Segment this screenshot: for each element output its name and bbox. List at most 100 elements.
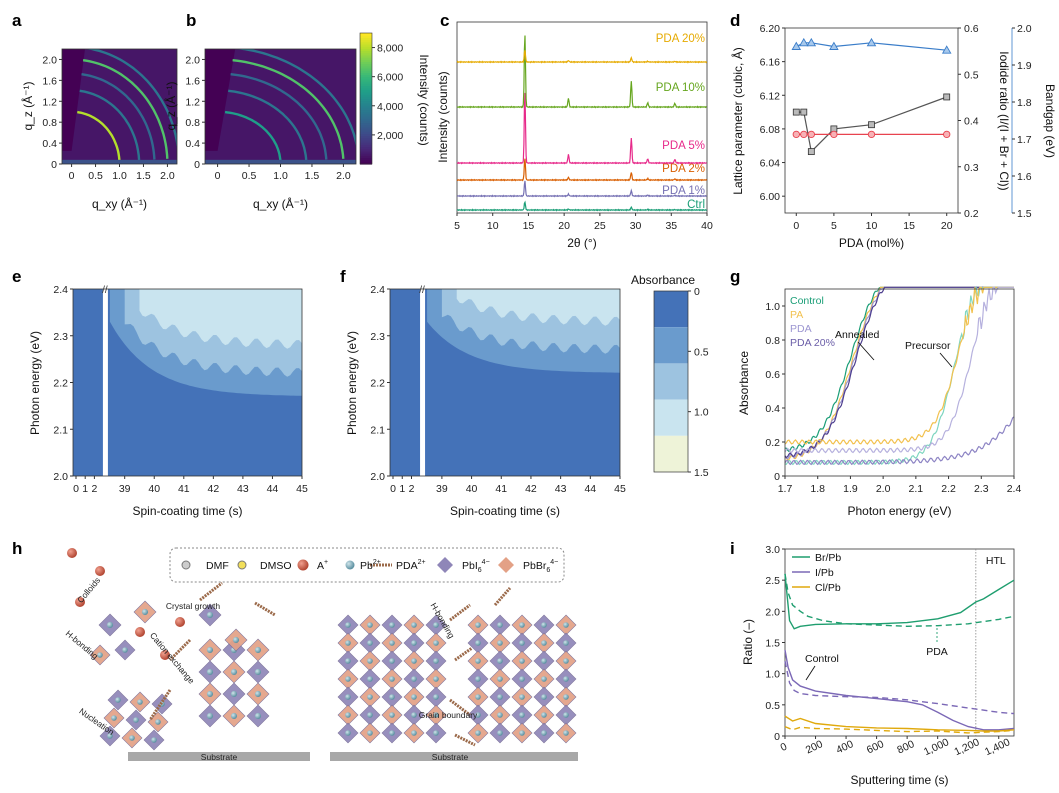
x-tick-label: 0 xyxy=(390,483,396,495)
colorbar-segment xyxy=(360,146,372,150)
y-tick-label: 2.0 xyxy=(765,606,780,618)
x-tick-label: 0 xyxy=(793,220,799,232)
pb-atom xyxy=(206,690,214,698)
panel-label-f: f xyxy=(340,267,346,286)
colorbar-segment xyxy=(360,102,372,106)
pb-atom xyxy=(519,694,525,700)
frame xyxy=(784,288,1015,477)
x-tick-label: 20 xyxy=(558,220,570,232)
colorbar-segment xyxy=(360,41,372,45)
colorbar-segment xyxy=(360,105,372,108)
panel-label-g: g xyxy=(730,267,740,286)
x-axis-label: 2θ (°) xyxy=(567,236,596,250)
colorbar-tick-label: 6,000 xyxy=(377,72,403,84)
y-tick-label: 2.0 xyxy=(53,471,68,483)
triangle-marker xyxy=(866,37,877,47)
break-mark: // xyxy=(102,285,108,296)
pb-atom xyxy=(97,652,103,658)
pb-atom xyxy=(254,646,262,654)
colorbar-tick-label: 4,000 xyxy=(377,101,403,113)
colorbar-segment xyxy=(654,327,688,364)
schematic-label: H-bonding xyxy=(64,628,101,661)
xrd-trace xyxy=(456,158,708,182)
colorbar-segment xyxy=(360,161,372,165)
pb-atom xyxy=(137,699,143,705)
right-tick-label: 1.9 xyxy=(1017,60,1032,72)
pb-atom xyxy=(345,622,351,628)
x-tick-label: 1.5 xyxy=(136,170,151,182)
colorbar-segment xyxy=(654,291,688,328)
pb-atom xyxy=(433,622,439,628)
x-tick-label: 2.0 xyxy=(876,483,891,495)
square-marker xyxy=(868,121,875,129)
y-tick-label: 0 xyxy=(774,471,780,483)
right-axis-label: Bandgap (eV) xyxy=(1043,84,1057,158)
y-tick-label: 6.12 xyxy=(760,90,781,102)
legend-sup: 4− xyxy=(482,559,490,566)
colorbar-label: Absorbance xyxy=(631,273,695,287)
right-tick-label: 1.5 xyxy=(1017,208,1032,220)
pb-atom xyxy=(433,730,439,736)
x-axis-label: PDA (mol%) xyxy=(839,236,904,250)
x-tick-label: 1.8 xyxy=(810,483,825,495)
pb-atom xyxy=(389,712,395,718)
pda-chain xyxy=(454,646,473,662)
y-axis-label: Intensity (counts) xyxy=(436,71,450,162)
pb-atom xyxy=(497,694,503,700)
circle-marker xyxy=(792,130,800,139)
x-tick-label: 41 xyxy=(495,483,507,495)
pb-atom xyxy=(367,622,373,628)
pb-atom xyxy=(541,676,547,682)
legend-entry: DMF xyxy=(206,560,229,572)
pb-atom xyxy=(115,697,121,703)
x-tick-label: 2.3 xyxy=(974,483,989,495)
colorbar-segment xyxy=(360,70,372,73)
schematic-label: Crystal growth xyxy=(166,601,221,611)
pb-atom xyxy=(254,690,262,698)
colorbar-tick-label: 0 xyxy=(694,286,700,298)
pb-atom xyxy=(497,622,503,628)
y-tick-label: 0.8 xyxy=(765,335,780,347)
colorbar-segment xyxy=(360,57,372,60)
y-tick-label: 1.0 xyxy=(765,301,780,313)
x-tick-label: 44 xyxy=(267,483,279,495)
x-tick-label: 10 xyxy=(487,220,499,232)
x-tick-label: 0 xyxy=(69,170,75,182)
legend-entry: Br/Pb xyxy=(815,552,841,564)
legend-name: A xyxy=(317,560,324,572)
pb-atom xyxy=(541,658,547,664)
pb-atom xyxy=(519,640,525,646)
legend-entry: DMSO xyxy=(260,560,292,572)
profile-line xyxy=(784,573,1015,628)
x-tick-label: 1.7 xyxy=(778,483,793,495)
y-tick-label: 0.4 xyxy=(765,403,780,415)
x-tick-label: 200 xyxy=(804,738,825,756)
y-tick-label: 0 xyxy=(774,731,780,743)
schematic-label: Colloids xyxy=(75,575,102,605)
legend-sub: 6 xyxy=(478,567,482,574)
pb-atom xyxy=(519,676,525,682)
x-tick-label: 39 xyxy=(119,483,131,495)
scattering-ring xyxy=(230,73,328,160)
colorbar-segment xyxy=(360,139,372,143)
colorbar-segment xyxy=(360,67,372,71)
colorbar-segment xyxy=(360,148,372,152)
pb-atom xyxy=(345,640,351,646)
a-cation xyxy=(75,597,85,607)
legend-sup: 2+ xyxy=(418,559,426,566)
pb-atom xyxy=(475,712,481,718)
pb-atom xyxy=(541,694,547,700)
y-tick-label: 2.3 xyxy=(53,331,68,343)
pb-atom xyxy=(367,676,373,682)
a-cation xyxy=(160,650,170,660)
scattering-ring xyxy=(234,49,356,149)
x-axis-label: Spin-coating time (s) xyxy=(132,504,242,518)
pb-icon xyxy=(345,560,355,570)
scattering-ring xyxy=(224,110,282,162)
y-tick-label: 1.6 xyxy=(42,75,57,87)
circle-marker xyxy=(943,130,951,139)
colorbar-segment xyxy=(360,131,372,135)
legend-entry: Pb2+ xyxy=(360,559,381,572)
colorbar-segment xyxy=(360,81,372,84)
legend-name: PbI xyxy=(462,560,478,572)
